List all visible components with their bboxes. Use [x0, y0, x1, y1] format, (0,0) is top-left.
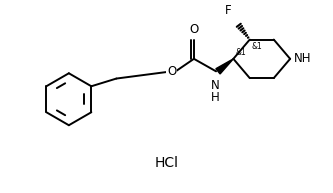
Text: &1: &1: [252, 41, 262, 51]
Text: NH: NH: [294, 52, 311, 65]
Polygon shape: [216, 59, 233, 74]
Text: &1: &1: [235, 48, 246, 57]
Text: F: F: [225, 3, 231, 17]
Text: HCl: HCl: [155, 156, 179, 170]
Text: N
H: N H: [211, 79, 219, 104]
Text: O: O: [189, 23, 198, 36]
Text: O: O: [167, 65, 176, 78]
